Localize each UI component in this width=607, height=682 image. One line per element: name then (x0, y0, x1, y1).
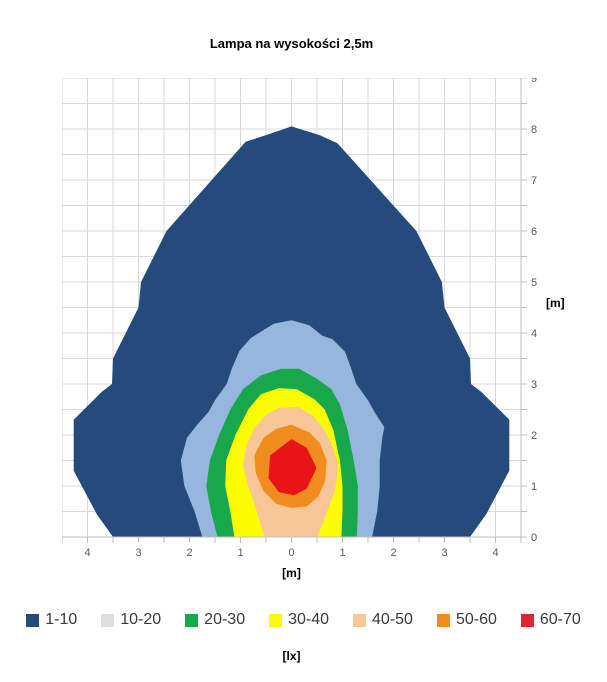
contour-plot-svg: 0 1 2 3 4 5 6 7 8 9 4 3 2 1 0 1 2 3 4 (62, 78, 537, 558)
x-tick-label: 4 (84, 547, 90, 558)
legend-item-40-50: 40-50 (353, 611, 413, 629)
legend-swatch-10-20 (101, 613, 115, 627)
y-axis-unit-label: [m] (546, 296, 565, 310)
legend-swatch-60-70 (520, 613, 534, 627)
x-tick-label: 4 (492, 547, 498, 558)
legend-item-60-70: 60-70 (520, 611, 581, 629)
legend-label-30-40: 30-40 (288, 611, 330, 628)
contour-band-60-70-lx (268, 439, 317, 496)
legend-swatch-50-60 (436, 613, 450, 627)
y-tick-label: 5 (531, 277, 537, 289)
legend-unit-label: [lx] (282, 649, 301, 663)
x-tick-label: 1 (237, 547, 243, 558)
x-tick-label: 2 (186, 547, 192, 558)
legend-item-50-60: 50-60 (436, 611, 497, 629)
contour-plot-area: 0 1 2 3 4 5 6 7 8 9 4 3 2 1 0 1 2 3 4 (62, 78, 592, 558)
legend-label-50-60: 50-60 (455, 611, 497, 628)
y-tick-label: 4 (531, 328, 537, 340)
x-tick-label: 0 (288, 547, 294, 558)
x-axis-unit-label: [m] (282, 566, 301, 580)
legend-label-10-20: 10-20 (120, 611, 162, 628)
legend-item-10-20: 10-20 (101, 611, 161, 629)
y-tick-label: 9 (531, 78, 537, 85)
y-tick-label: 6 (531, 226, 537, 238)
x-tick-label: 1 (339, 547, 345, 558)
legend-label-1-10: 1-10 (45, 611, 78, 628)
x-tick-label: 3 (441, 547, 447, 558)
y-tick-label: 0 (531, 532, 537, 544)
legend-label-20-30: 20-30 (204, 611, 246, 628)
y-tick-label: 1 (531, 481, 537, 493)
legend: 1-10 10-20 20-30 30-40 40-50 50-60 60-70 (0, 611, 607, 629)
y-tick-label: 2 (531, 430, 537, 442)
legend-item-20-30: 20-30 (185, 611, 245, 629)
legend-swatch-40-50 (353, 613, 367, 627)
legend-label-40-50: 40-50 (372, 611, 413, 628)
legend-item-1-10: 1-10 (26, 611, 77, 629)
legend-swatch-30-40 (269, 613, 283, 627)
legend-swatch-20-30 (185, 613, 199, 627)
x-tick-label: 2 (390, 547, 396, 558)
y-tick-label: 7 (531, 175, 537, 187)
legend-item-30-40: 30-40 (269, 611, 329, 629)
y-tick-label: 3 (531, 379, 537, 391)
chart-title: Lampa na wysokości 2,5m (209, 36, 374, 51)
x-tick-label: 3 (135, 547, 141, 558)
legend-label-60-70: 60-70 (539, 611, 581, 628)
legend-swatch-1-10 (26, 613, 40, 627)
y-tick-label: 8 (531, 124, 537, 136)
